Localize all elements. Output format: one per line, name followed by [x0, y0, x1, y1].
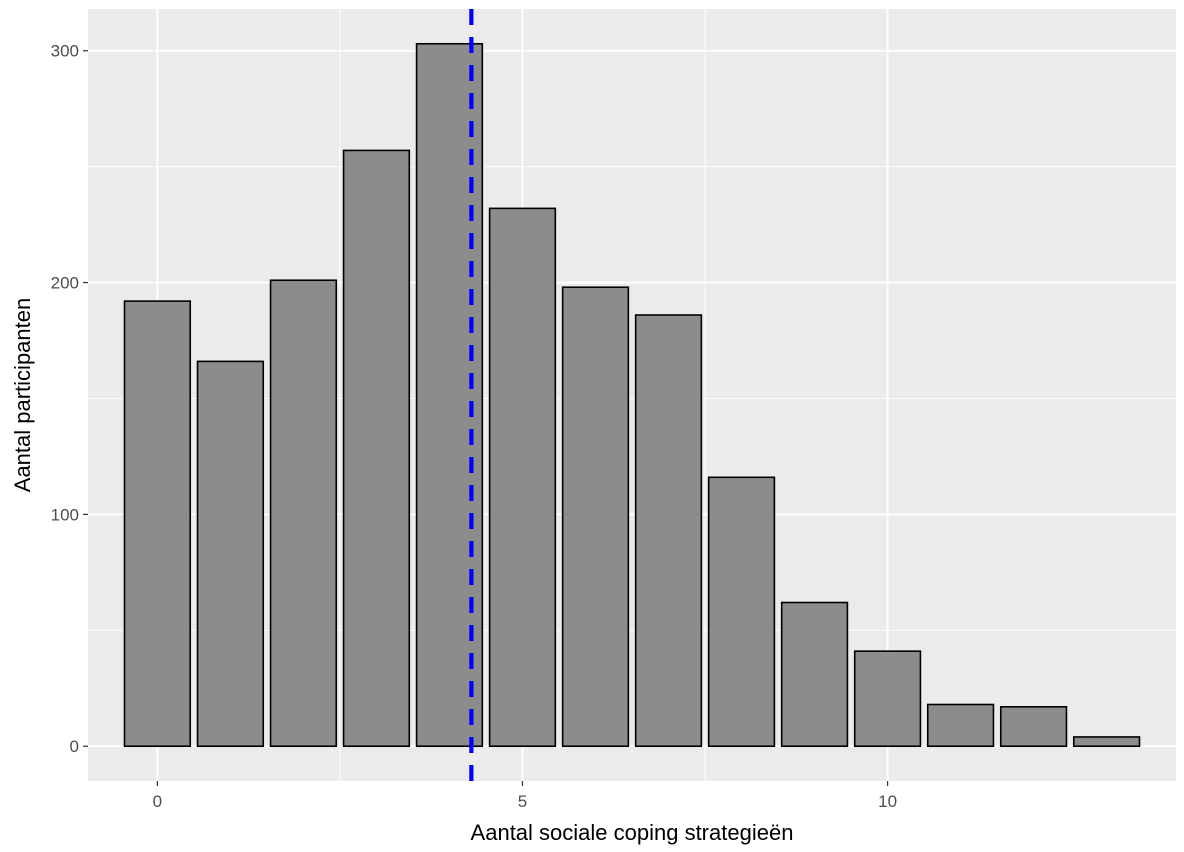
y-tick-label: 0 [70, 737, 79, 756]
y-axis: 0 100 200 300 [51, 42, 88, 756]
y-tick-label: 300 [51, 42, 79, 61]
bar [196, 360, 265, 748]
y-tick-label: 200 [51, 274, 79, 293]
bar [561, 286, 630, 748]
bars [123, 42, 1141, 748]
x-axis-title: Aantal sociale coping strategieën [471, 820, 794, 845]
plot-panel [88, 9, 1176, 781]
bar [853, 650, 922, 748]
bar [634, 314, 703, 748]
bar [780, 601, 849, 748]
bar [123, 300, 192, 748]
bar [1072, 736, 1141, 748]
y-tick-label: 100 [51, 505, 79, 524]
y-axis-title: Aantal participanten [10, 298, 35, 492]
bar [269, 279, 338, 748]
bar [926, 703, 995, 748]
x-axis: 0 5 10 [153, 781, 897, 811]
bar [999, 706, 1068, 748]
x-tick-label: 5 [518, 792, 527, 811]
x-tick-label: 0 [153, 792, 162, 811]
bar [342, 149, 411, 748]
x-tick-label: 10 [878, 792, 897, 811]
bar [488, 207, 557, 748]
bar [707, 476, 776, 748]
